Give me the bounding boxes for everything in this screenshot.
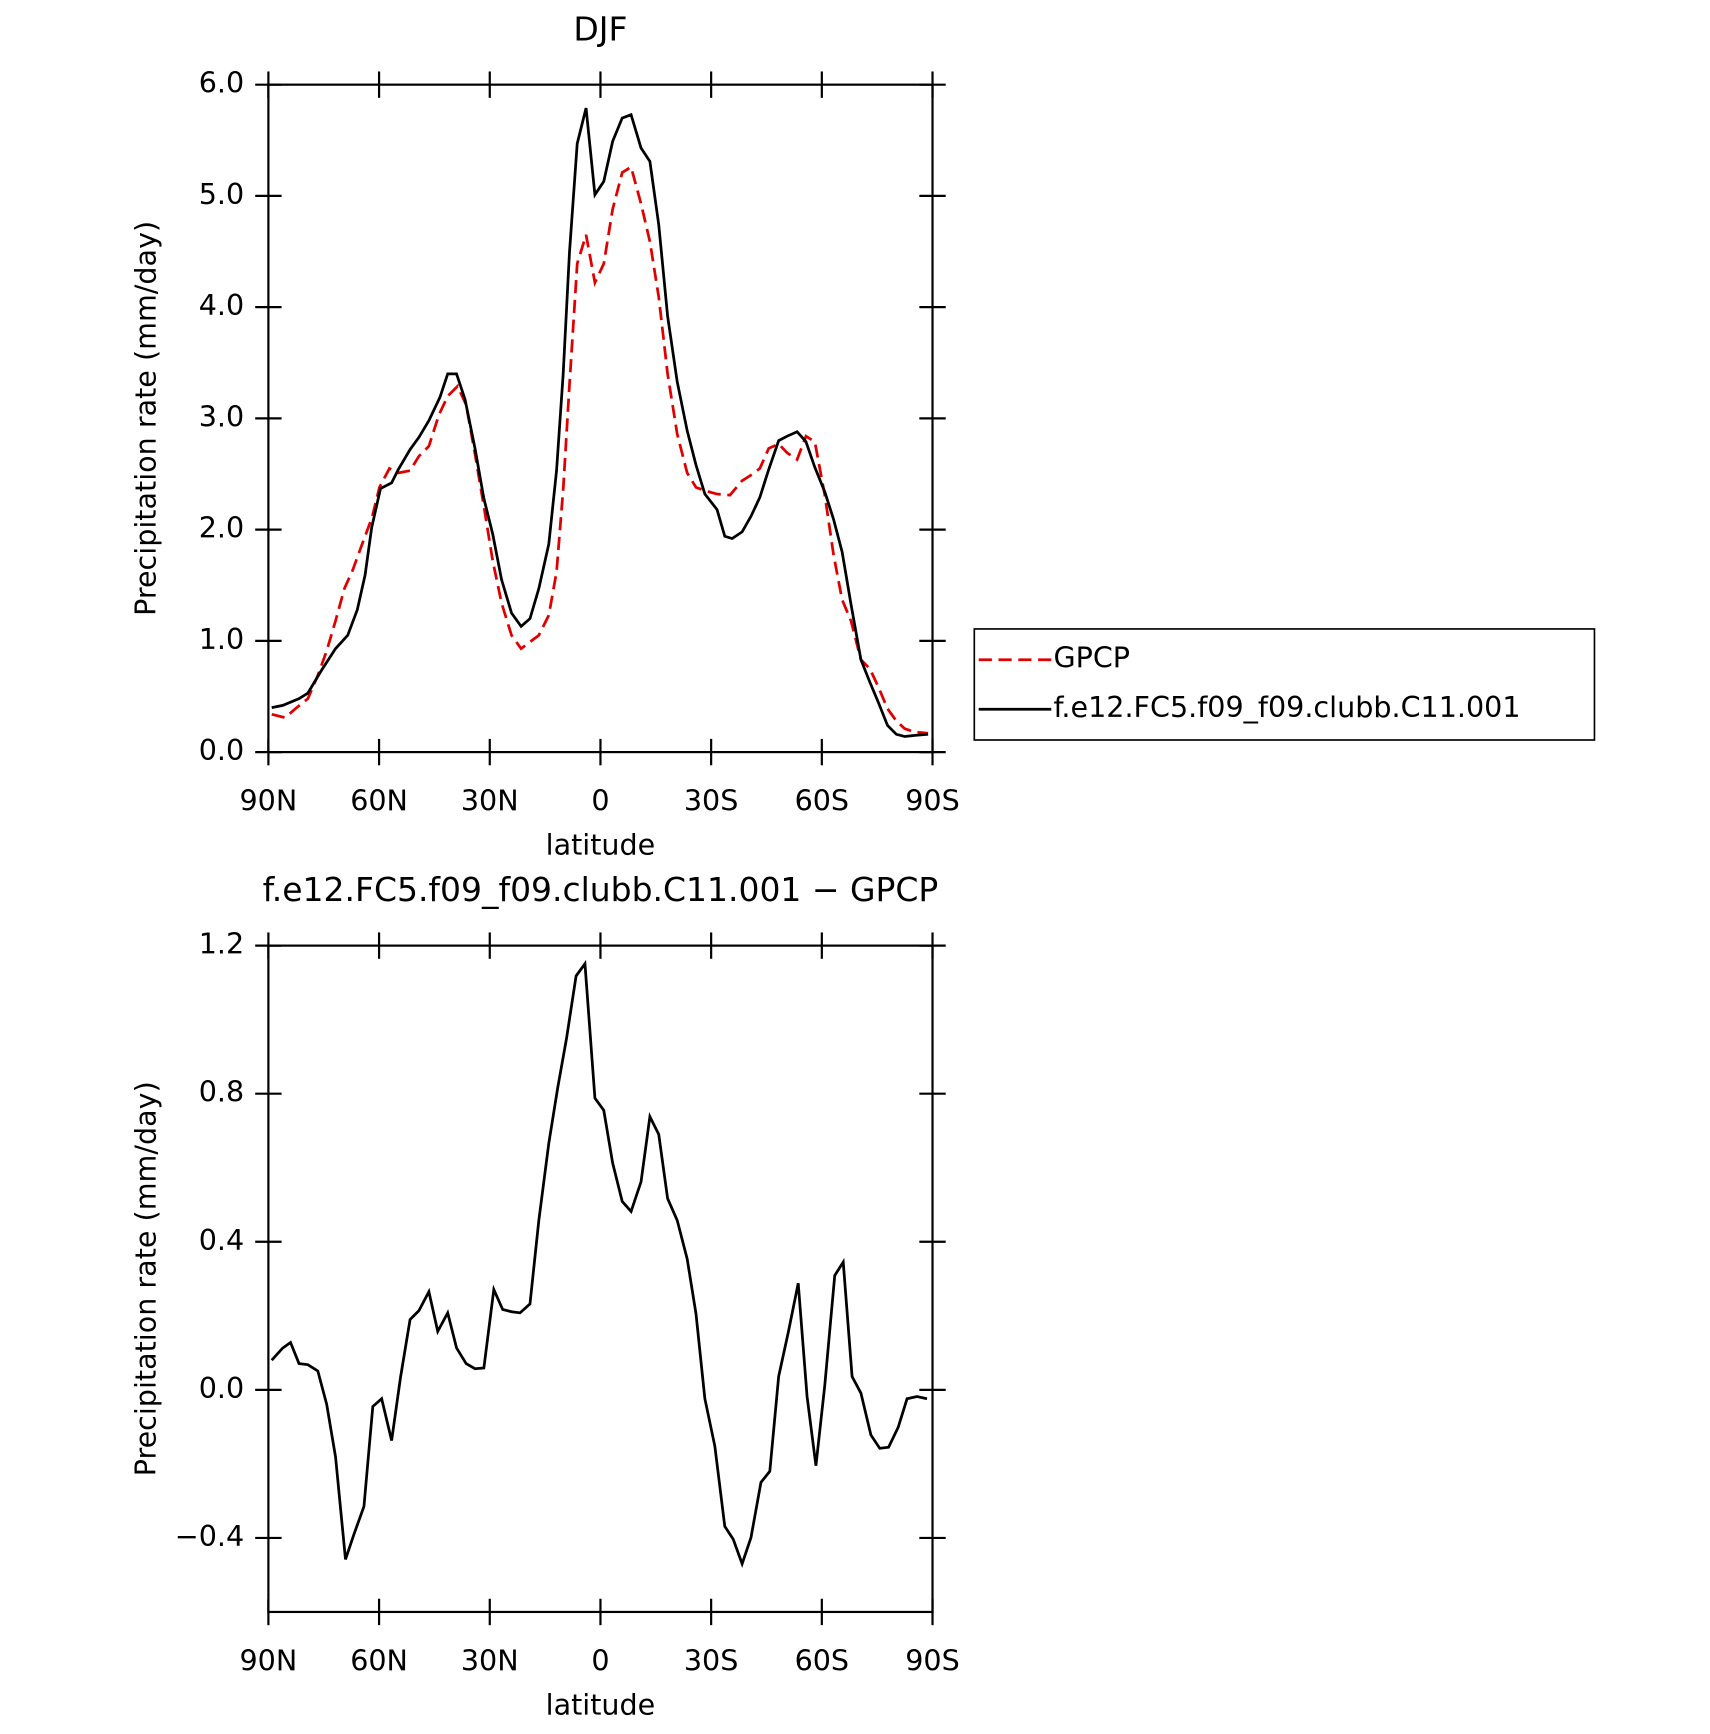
legend-box (973, 628, 1596, 741)
x-tick-label: 60S (795, 1644, 850, 1678)
y-tick-label: 6.0 (199, 66, 244, 100)
chart-title: f.e12.FC5.f09_f09.clubb.C11.001 − GPCP (263, 870, 939, 909)
y-axis-label: Precipitation rate (mm/day) (128, 1081, 162, 1476)
y-axis-label: Precipitation rate (mm/day) (128, 221, 162, 616)
x-tick-label: 0 (591, 784, 609, 818)
x-tick-label: 0 (591, 1644, 609, 1678)
y-tick-label: 2.0 (199, 511, 244, 545)
x-tick-label: 30S (684, 1644, 739, 1678)
y-tick-label: 0.4 (199, 1223, 244, 1257)
x-tick-label: 30N (461, 784, 519, 818)
x-axis-label: latitude (546, 1688, 656, 1722)
x-axis-label: latitude (546, 828, 656, 862)
x-tick-label: 90N (240, 784, 298, 818)
legend-label: GPCP (1053, 641, 1130, 675)
data-line (270, 959, 928, 1568)
x-tick-label: 90S (905, 1644, 960, 1678)
y-tick-label: 0.0 (199, 733, 244, 767)
y-tick-label: −0.4 (175, 1519, 244, 1553)
x-tick-label: 30S (684, 784, 739, 818)
y-tick-label: 1.0 (199, 622, 244, 656)
legend-label: f.e12.FC5.f09_f09.clubb.C11.001 (1053, 690, 1520, 724)
plot-frame (267, 944, 934, 1614)
x-tick-label: 90S (905, 784, 960, 818)
x-tick-label: 60S (795, 784, 850, 818)
x-tick-label: 60N (350, 1644, 408, 1678)
y-tick-label: 1.2 (199, 927, 244, 961)
x-tick-label: 30N (461, 1644, 519, 1678)
chart-title: DJF (573, 9, 627, 48)
y-tick-label: 3.0 (199, 399, 244, 433)
y-tick-label: 0.0 (199, 1371, 244, 1405)
data-line (271, 164, 929, 735)
y-tick-label: 5.0 (199, 177, 244, 211)
data-line (271, 107, 929, 738)
y-tick-label: 4.0 (199, 288, 244, 322)
y-tick-label: 0.8 (199, 1075, 244, 1109)
x-tick-label: 60N (350, 784, 408, 818)
x-tick-label: 90N (240, 1644, 298, 1678)
